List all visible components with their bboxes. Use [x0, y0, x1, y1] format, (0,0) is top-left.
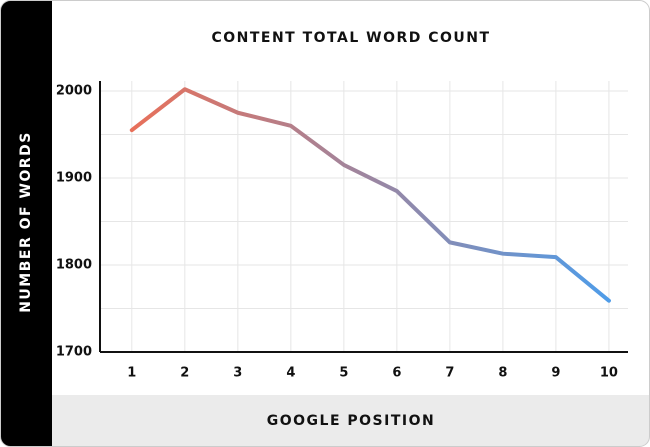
x-tick-label: 5 — [339, 366, 348, 381]
x-tick-label: 10 — [600, 366, 618, 381]
y-axis-label: NUMBER OF WORDS — [18, 131, 34, 313]
y-label-band — [0, 0, 52, 447]
x-tick-label: 9 — [551, 366, 560, 381]
x-label-band — [52, 395, 650, 447]
x-tick-label: 7 — [445, 366, 454, 381]
y-tick-label: 2000 — [56, 84, 92, 99]
x-tick-label: 6 — [392, 366, 401, 381]
x-tick-label: 4 — [286, 366, 295, 381]
y-tick-label: 1800 — [56, 258, 92, 273]
y-tick-label: 1700 — [56, 345, 92, 360]
x-axis-label: GOOGLE POSITION — [267, 413, 435, 429]
chart-title: CONTENT TOTAL WORD COUNT — [211, 30, 490, 46]
x-tick-label: 8 — [498, 366, 507, 381]
x-tick-label: 1 — [127, 366, 136, 381]
y-tick-label: 1900 — [56, 171, 92, 186]
x-tick-label: 2 — [180, 366, 189, 381]
x-tick-label: 3 — [233, 366, 242, 381]
line — [129, 87, 611, 303]
